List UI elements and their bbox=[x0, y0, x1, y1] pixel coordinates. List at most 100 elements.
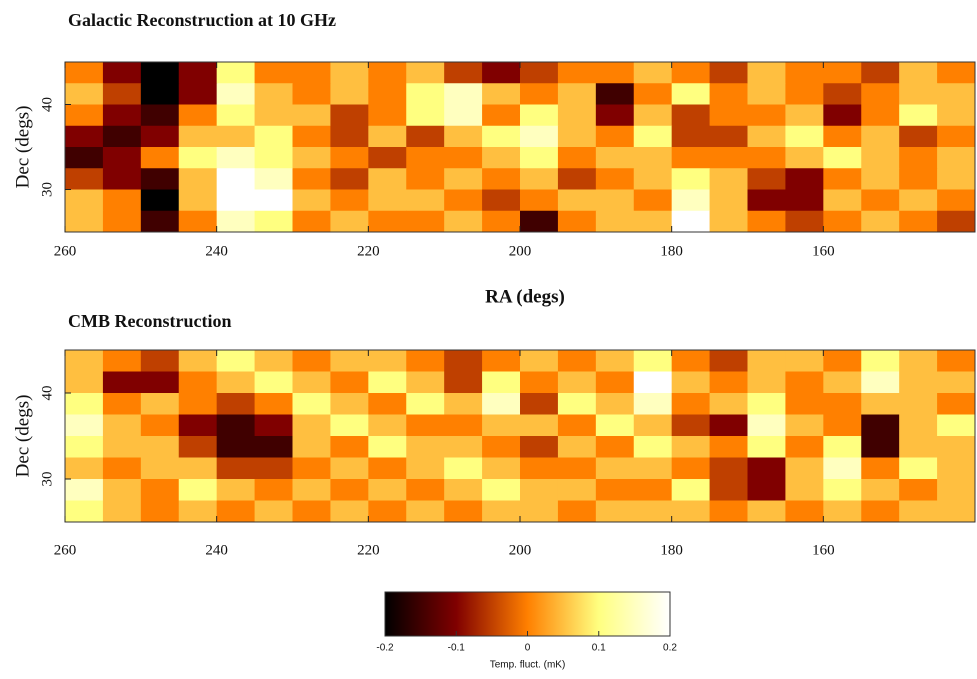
heatmap-cell bbox=[216, 350, 256, 372]
heatmap-cell bbox=[633, 457, 673, 480]
heatmap-cell bbox=[65, 371, 104, 394]
heatmap-cell bbox=[216, 393, 256, 415]
heatmap-cell bbox=[254, 125, 293, 148]
heatmap-cell bbox=[633, 104, 673, 127]
heatmap-cell bbox=[368, 457, 407, 480]
heatmap-cell bbox=[785, 371, 824, 394]
heatmap-cell bbox=[899, 104, 938, 127]
heatmap-cell bbox=[444, 371, 483, 394]
heatmap-cell bbox=[292, 500, 331, 523]
heatmap-cell bbox=[330, 350, 369, 372]
heatmap-cell bbox=[861, 83, 900, 105]
heatmap-cell bbox=[482, 500, 521, 523]
heatmap-cell bbox=[785, 436, 824, 458]
heatmap-cell bbox=[595, 168, 635, 190]
heatmap-cell bbox=[633, 168, 673, 190]
heatmap-cell bbox=[330, 62, 369, 84]
x-tick-label: 240 bbox=[205, 542, 228, 558]
heatmap-cell bbox=[482, 210, 521, 233]
heatmap-cell bbox=[140, 62, 180, 84]
heatmap-cell bbox=[557, 500, 597, 523]
heatmap-cell bbox=[671, 83, 711, 105]
heatmap-cell bbox=[709, 125, 748, 148]
heatmap-cell bbox=[140, 83, 180, 105]
heatmap-cell bbox=[671, 168, 711, 190]
heatmap-cell bbox=[671, 147, 711, 169]
heatmap-cell bbox=[937, 371, 976, 394]
heatmap-cell bbox=[482, 350, 521, 372]
heatmap-cell bbox=[178, 393, 218, 415]
heatmap-cell bbox=[671, 414, 711, 437]
heatmap-cell bbox=[937, 147, 976, 169]
heatmap-cell bbox=[254, 436, 293, 458]
heatmap-cell bbox=[482, 168, 521, 190]
heatmap-cell bbox=[292, 168, 331, 190]
heatmap-cell bbox=[368, 189, 407, 212]
heatmap-cell bbox=[709, 457, 748, 480]
heatmap-cell bbox=[899, 436, 938, 458]
heatmap-cell bbox=[178, 104, 218, 127]
heatmap-cell bbox=[254, 371, 293, 394]
heatmap-cell bbox=[140, 479, 180, 501]
heatmap-cell bbox=[633, 210, 673, 233]
colorbar-tick-label: 0 bbox=[525, 643, 531, 654]
colorbar-tick-label: 0.2 bbox=[663, 643, 677, 654]
heatmap-cell bbox=[899, 62, 938, 84]
heatmap-cell bbox=[633, 414, 673, 437]
heatmap-cell bbox=[330, 500, 369, 523]
heatmap-cell bbox=[747, 371, 786, 394]
heatmap-cell bbox=[65, 104, 104, 127]
heatmap-cell bbox=[557, 414, 597, 437]
heatmap-cell bbox=[140, 210, 180, 233]
heatmap-cell bbox=[65, 125, 104, 148]
heatmap-cell bbox=[595, 436, 635, 458]
heatmap-cell bbox=[65, 500, 104, 523]
heatmap-cell bbox=[178, 125, 218, 148]
heatmap-cell bbox=[520, 147, 559, 169]
heatmap-cell bbox=[216, 147, 256, 169]
heatmap-cell bbox=[823, 500, 862, 523]
heatmap-cell bbox=[671, 104, 711, 127]
x-tick-label: 160 bbox=[812, 542, 835, 558]
heatmap-cell bbox=[595, 350, 635, 372]
heatmap-cell bbox=[557, 104, 597, 127]
heatmap-cell bbox=[861, 210, 900, 233]
x-tick-label: 260 bbox=[54, 243, 77, 259]
heatmap-cell bbox=[368, 350, 407, 372]
heatmap-cell bbox=[216, 210, 256, 233]
heatmap-cell bbox=[178, 189, 218, 212]
heatmap-cell bbox=[482, 371, 521, 394]
heatmap-cell bbox=[671, 457, 711, 480]
heatmap-cell bbox=[65, 479, 104, 501]
heatmap-cell bbox=[785, 62, 824, 84]
heatmap-cell bbox=[557, 393, 597, 415]
heatmap-cell bbox=[178, 62, 218, 84]
heatmap-cell bbox=[709, 436, 748, 458]
x-tick-label: 180 bbox=[660, 542, 683, 558]
heatmap-cell bbox=[444, 500, 483, 523]
heatmap-cell bbox=[254, 414, 293, 437]
heatmap-cell bbox=[785, 83, 824, 105]
heatmap-cell bbox=[709, 62, 748, 84]
heatmap-cell bbox=[520, 479, 559, 501]
heatmap-cell bbox=[747, 62, 786, 84]
heatmap-cell bbox=[254, 168, 293, 190]
heatmap-cell bbox=[140, 436, 180, 458]
heatmap-cell bbox=[899, 479, 938, 501]
heatmap-cell bbox=[557, 436, 597, 458]
heatmap-cell bbox=[254, 210, 293, 233]
heatmap-cell bbox=[557, 83, 597, 105]
heatmap-cell bbox=[254, 500, 293, 523]
heatmap-cell bbox=[709, 500, 748, 523]
heatmap-cell bbox=[140, 393, 180, 415]
heatmap-cell bbox=[823, 350, 862, 372]
chart-title: Galactic Reconstruction at 10 GHz bbox=[68, 10, 336, 30]
heatmap-cell bbox=[102, 500, 142, 523]
heatmap-cell bbox=[937, 189, 976, 212]
x-tick-label: 200 bbox=[509, 542, 532, 558]
heatmap-cell bbox=[178, 436, 218, 458]
heatmap-cell bbox=[330, 125, 369, 148]
heatmap-cell bbox=[520, 210, 559, 233]
heatmap-cell bbox=[899, 189, 938, 212]
heatmap-cell bbox=[899, 147, 938, 169]
